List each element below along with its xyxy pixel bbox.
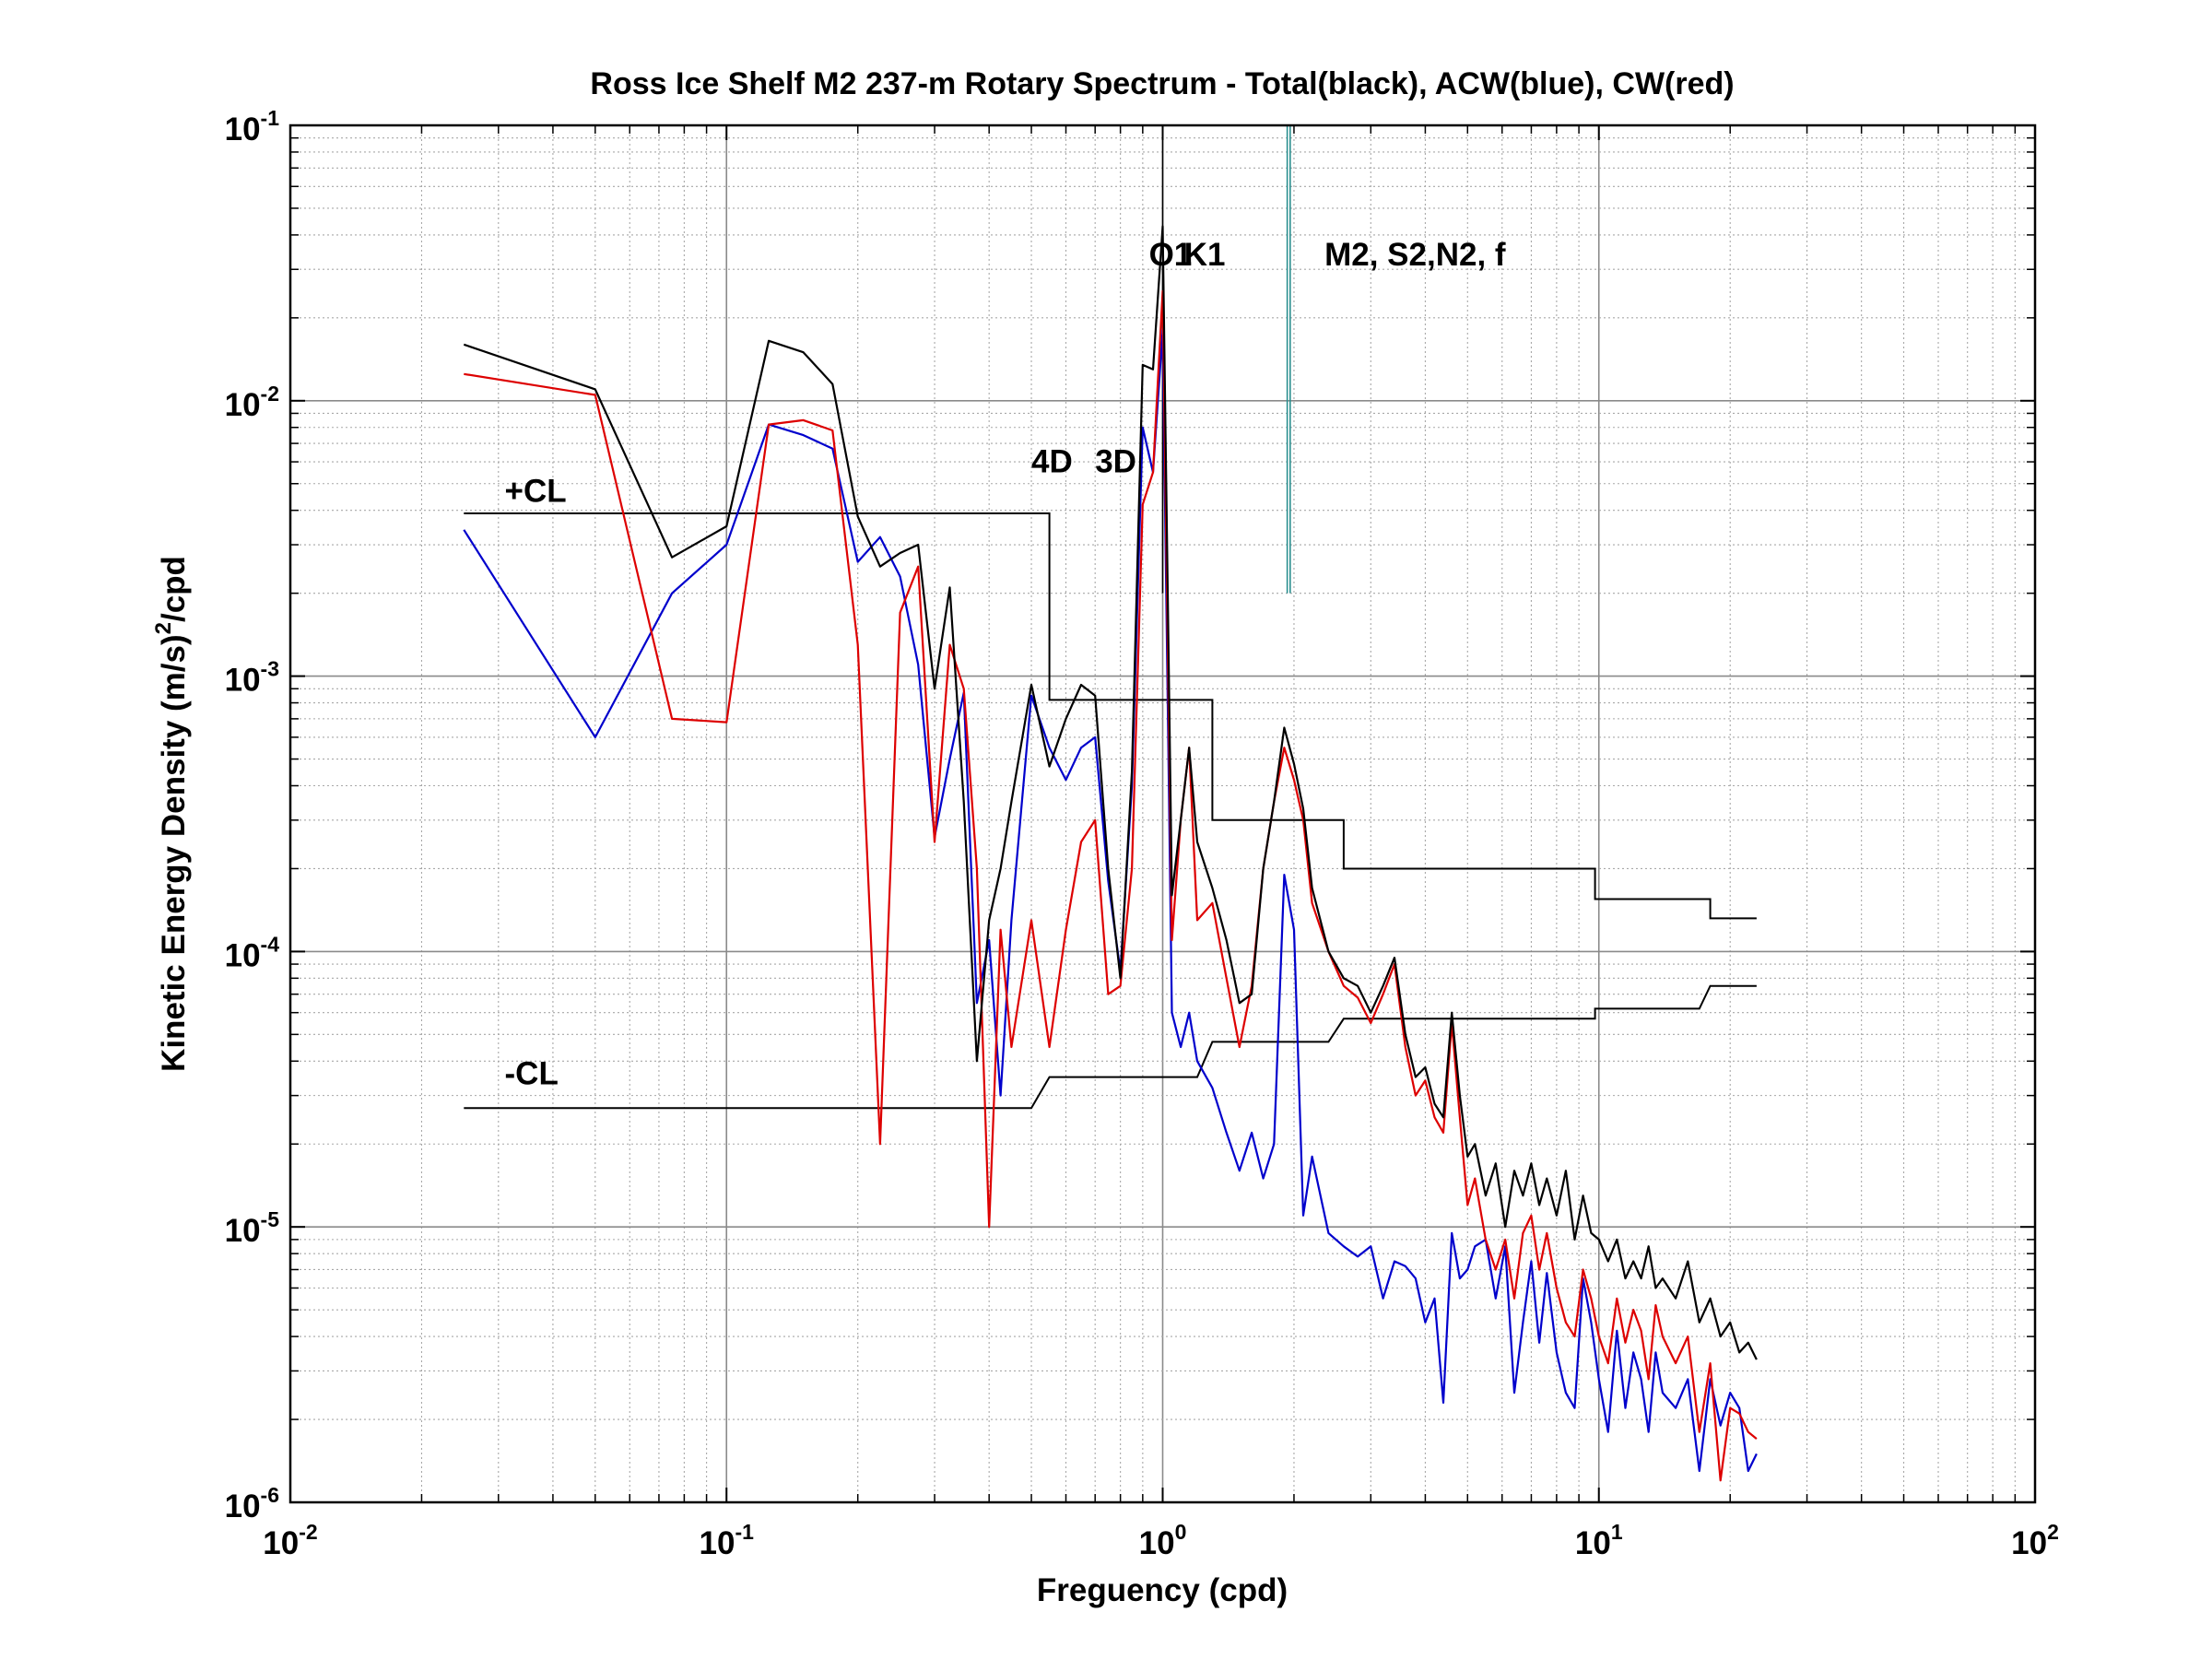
y-tick-label: 10-2 <box>225 382 279 423</box>
x-tick-base: 10 <box>1139 1525 1175 1561</box>
axis-tick-labels: 10-2 10-1 100 101 10210-610-510-410-310-210-… <box>225 106 2059 1561</box>
lower-confidence-limit <box>464 984 1757 1110</box>
x-tick-exponent: 0 <box>1175 1520 1187 1544</box>
y-tick-exponent: -6 <box>261 1483 279 1507</box>
x-tick-exponent: 1 <box>1611 1520 1623 1544</box>
y-tick-base: 10 <box>225 937 261 973</box>
upper-confidence-limit <box>464 512 1757 920</box>
spectrum-series <box>463 225 1758 1482</box>
y-tick-base: 10 <box>225 1213 261 1249</box>
y-axis-label-exponent: 2 <box>151 622 176 634</box>
series-line-total <box>463 225 1758 1360</box>
annotation-label: 4D <box>1031 443 1073 479</box>
y-tick-exponent: -5 <box>261 1207 280 1231</box>
y-tick-base: 10 <box>225 1488 261 1524</box>
x-tick-base: 10 <box>263 1525 299 1561</box>
annotation-label: -CL <box>505 1055 559 1091</box>
y-tick-label: 10-3 <box>225 657 279 699</box>
y-tick-base: 10 <box>225 112 261 147</box>
y-tick-exponent: -3 <box>261 657 279 681</box>
x-axis-label: Freguency (cpd) <box>1037 1572 1288 1608</box>
annotation-label: 3D <box>1095 443 1136 479</box>
axis-tick-marks <box>289 124 2036 1503</box>
x-tick-base: 10 <box>2011 1525 2047 1561</box>
y-tick-label: 10-5 <box>225 1207 280 1249</box>
y-axis-label-main: Kinetic Energy Density (m/s) <box>156 634 192 1072</box>
y-tick-label: 10-6 <box>225 1483 279 1524</box>
annotation-label: M2, S2,N2, f <box>1324 237 1506 273</box>
x-tick-label: 100 <box>1139 1520 1187 1561</box>
x-tick-exponent: -2 <box>299 1520 317 1544</box>
x-tick-exponent: -1 <box>735 1520 754 1544</box>
annotation-label: K1 <box>1184 237 1226 273</box>
y-axis-label-unit: /cpd <box>156 556 192 622</box>
x-tick-label: 10-2 <box>263 1520 317 1561</box>
y-tick-base: 10 <box>225 663 261 699</box>
y-tick-label: 10-4 <box>225 932 280 973</box>
y-tick-label: 10-1 <box>225 106 280 147</box>
y-axis-label: Kinetic Energy Density (m/s)2/cpd <box>151 556 192 1072</box>
x-tick-label: 102 <box>2011 1520 2059 1561</box>
y-tick-exponent: -2 <box>261 382 279 406</box>
annotation-label: O1 <box>1149 237 1193 273</box>
x-tick-exponent: 2 <box>2047 1520 2059 1544</box>
y-tick-exponent: -4 <box>261 932 280 956</box>
x-tick-label: 101 <box>1575 1520 1623 1561</box>
series-line-cw <box>464 289 1758 1482</box>
y-tick-exponent: -1 <box>261 106 280 130</box>
y-tick-base: 10 <box>225 387 261 423</box>
confidence-limit-lines <box>464 512 1757 1110</box>
annotation-label: +CL <box>505 473 567 509</box>
x-tick-base: 10 <box>700 1525 735 1561</box>
chart-title: Ross Ice Shelf M2 237-m Rotary Spectrum … <box>590 66 1734 101</box>
x-tick-base: 10 <box>1575 1525 1611 1561</box>
x-tick-label: 10-1 <box>700 1520 755 1561</box>
